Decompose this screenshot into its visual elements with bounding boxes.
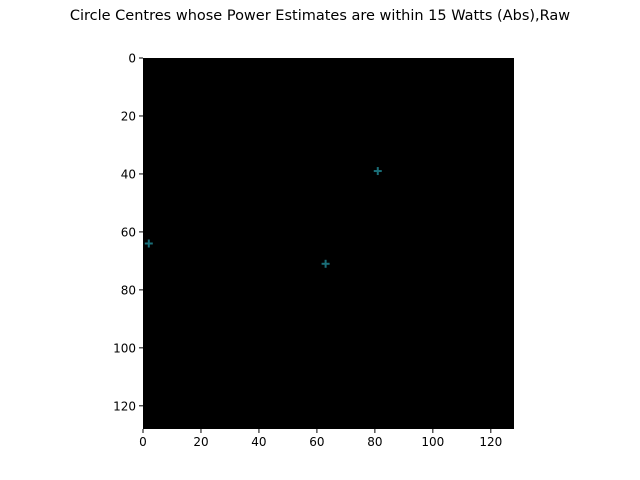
x-tick-label: 120 (479, 435, 502, 449)
y-tick-label: 20 (121, 109, 136, 123)
x-tick-label: 80 (367, 435, 382, 449)
y-axis: 0 20 40 60 80 100 120 (113, 52, 143, 413)
chart-title: Circle Centres whose Power Estimates are… (69, 8, 571, 24)
y-tick-label: 0 (128, 52, 136, 66)
y-tick-label: 60 (121, 225, 136, 239)
x-axis: 0 20 40 60 80 100 120 (139, 429, 502, 449)
x-tick-label: 100 (421, 435, 444, 449)
scatter-point (373, 167, 382, 176)
scatter-points (144, 167, 382, 268)
x-tick-label: 40 (251, 435, 266, 449)
y-tick-label: 120 (113, 399, 136, 413)
y-tick-label: 40 (121, 167, 136, 181)
scatter-point (321, 259, 330, 268)
x-tick-label: 60 (309, 435, 324, 449)
x-tick-label: 20 (193, 435, 208, 449)
x-tick-label: 0 (139, 435, 147, 449)
plot-area (143, 58, 514, 429)
y-tick-label: 80 (121, 283, 136, 297)
scatter-point (144, 239, 153, 248)
y-tick-label: 100 (113, 341, 136, 355)
